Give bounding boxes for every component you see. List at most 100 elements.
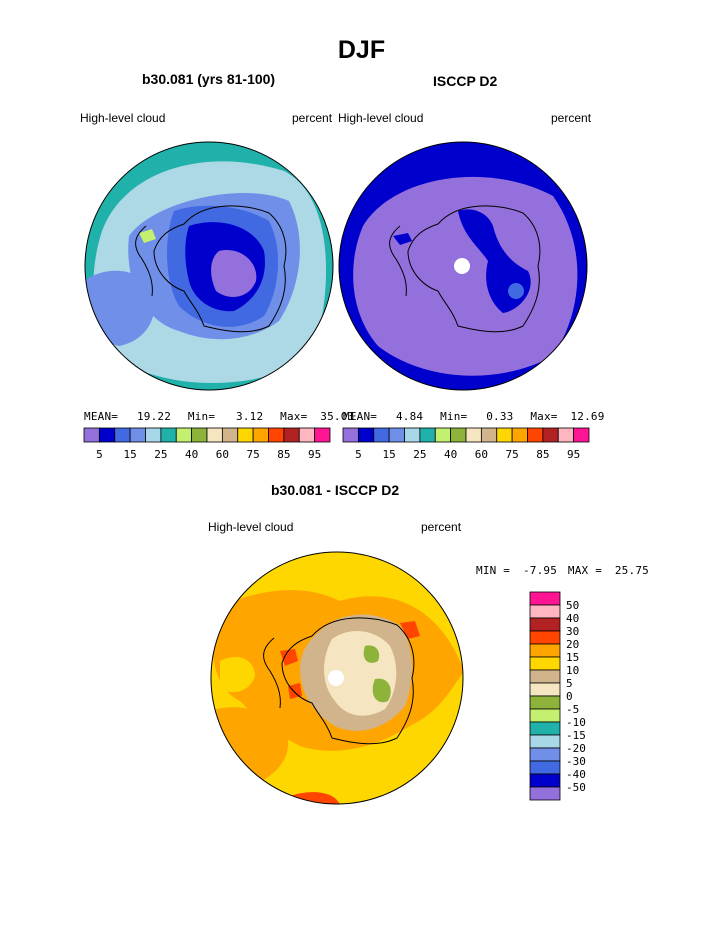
diff-field-red-2 [280,649,298,666]
obs-colorbar-swatch [419,427,436,443]
model-mean-label: MEAN= [84,410,119,423]
model-colorbar: 5 15 25 40 60 75 85 95 [83,427,331,461]
model-colorbar-swatch [98,427,116,443]
model-colorbar-swatch [252,427,269,443]
diff-colorbar-swatch [529,617,561,632]
obs-pole-hole [454,258,470,274]
obs-colorbar-swatch [542,427,559,443]
obs-colorbar-swatch [388,427,405,443]
obs-polar-map [338,141,588,391]
diff-min-label: MIN = [476,564,511,577]
model-colorbar-swatch [145,427,162,443]
diff-colorbar-swatch [529,682,561,697]
obs-map-border [338,141,588,391]
model-colorbar-swatch [298,427,316,443]
obs-colorbar-swatch [357,427,375,443]
obs-colorbar-tick-label: 15 [383,448,396,461]
diff-field-red-1 [400,621,420,639]
diff-colorbar-swatch [529,721,561,736]
diff-colorbar-tick-label: 0 [566,690,573,703]
obs-colorbar-tick-label: 85 [536,448,549,461]
obs-colorbar-tick-label: 75 [506,448,519,461]
diff-colorbar-swatch [529,734,561,749]
diff-colorbar-tick-label: -30 [566,755,586,768]
diff-units-label: percent [421,520,462,534]
model-units-label: percent [292,111,333,125]
obs-colorbar-tick-label: 5 [355,448,362,461]
model-field-yellowgreen [139,229,156,243]
obs-stats: MEAN= 4.84 Min= 0.33 Max= 12.69 [343,410,605,423]
model-max-value: 35.03 [320,410,355,423]
diff-max-value: 25.75 [614,564,649,577]
model-colorbar-tick-label: 60 [216,448,229,461]
diff-coastline [281,617,415,745]
model-field-cornflower-west [85,270,155,346]
obs-min-label: Min= [440,410,468,423]
diff-colorbar-tick-label: -5 [566,703,579,716]
obs-colorbar-swatch [465,427,482,443]
model-colorbar-swatch [221,427,239,443]
model-colorbar-swatch [129,427,146,443]
diff-pole-hole [328,670,344,686]
obs-colorbar-swatch [527,427,544,443]
model-colorbar-swatch [268,427,285,443]
diff-colorbar-swatch [529,747,561,762]
obs-colorbar-swatch [450,427,467,443]
obs-colorbar-swatch [434,427,452,443]
diff-colorbar-swatch [529,656,561,671]
model-colorbar-swatch [175,427,193,443]
diff-colorbar-tick-label: -10 [566,716,586,729]
diff-colorbar-tick-label: 20 [566,638,579,651]
model-colorbar-swatch [191,427,208,443]
diff-colorbar-tick-label: 30 [566,625,579,638]
diff-colorbar-swatch [529,669,561,684]
model-min-label: Min= [187,410,216,423]
diff-colorbar-swatch [529,604,561,619]
figure-title: DJF [337,36,386,64]
obs-colorbar-swatch [573,427,590,443]
model-polar-map [84,141,334,391]
model-mean-value: 19.22 [136,410,172,423]
obs-mean-value: 4.84 [395,410,424,423]
model-variable-label: High-level cloud [80,111,166,125]
diff-colorbar-tick-label: -15 [566,729,586,742]
obs-colorbar-swatch [480,427,498,443]
model-max-label: Max= [280,410,308,423]
obs-max-label: Max= [530,410,558,423]
model-colorbar-tick-label: 95 [308,448,321,461]
diff-colorbar-tick-label: 5 [566,677,573,690]
obs-colorbar-swatch [373,427,390,443]
obs-colorbar-swatch [404,427,421,443]
diff-colorbar-swatch [529,786,561,801]
model-colorbar-swatch [114,427,131,443]
diff-colorbar-tick-label: 40 [566,612,579,625]
diff-colorbar-swatch [529,643,561,658]
model-colorbar-tick-label: 75 [247,448,260,461]
model-colorbar-tick-label: 5 [96,448,103,461]
obs-units-label: percent [551,111,592,125]
diff-stats: MIN = -7.95 MAX = 25.75 [476,564,649,577]
model-colorbar-swatch [314,427,331,443]
model-coastline [153,205,287,333]
obs-colorbar-tick-label: 60 [475,448,488,461]
model-map-border [84,141,334,391]
model-field-purple [211,250,257,297]
diff-polar-map [210,551,464,805]
diff-colorbar-swatch [529,760,561,775]
diff-panel-title: b30.081 - ISCCP D2 [271,482,400,498]
obs-colorbar-tick-label: 40 [444,448,457,461]
model-colorbar-swatch [83,427,100,443]
diff-colorbar-swatch [529,630,561,645]
model-colorbar-tick-label: 25 [154,448,167,461]
obs-colorbar-swatch [342,427,359,443]
obs-colorbar-swatch [496,427,513,443]
obs-colorbar: 5 15 25 40 60 75 85 95 [342,427,590,461]
model-colorbar-tick-label: 40 [185,448,198,461]
obs-field-purple [353,176,578,376]
diff-map-border [210,551,464,805]
diff-colorbar-tick-label: -40 [566,768,586,781]
obs-colorbar-swatch [511,427,528,443]
model-colorbar-swatch [237,427,254,443]
diff-colorbar-tick-label: 15 [566,651,579,664]
